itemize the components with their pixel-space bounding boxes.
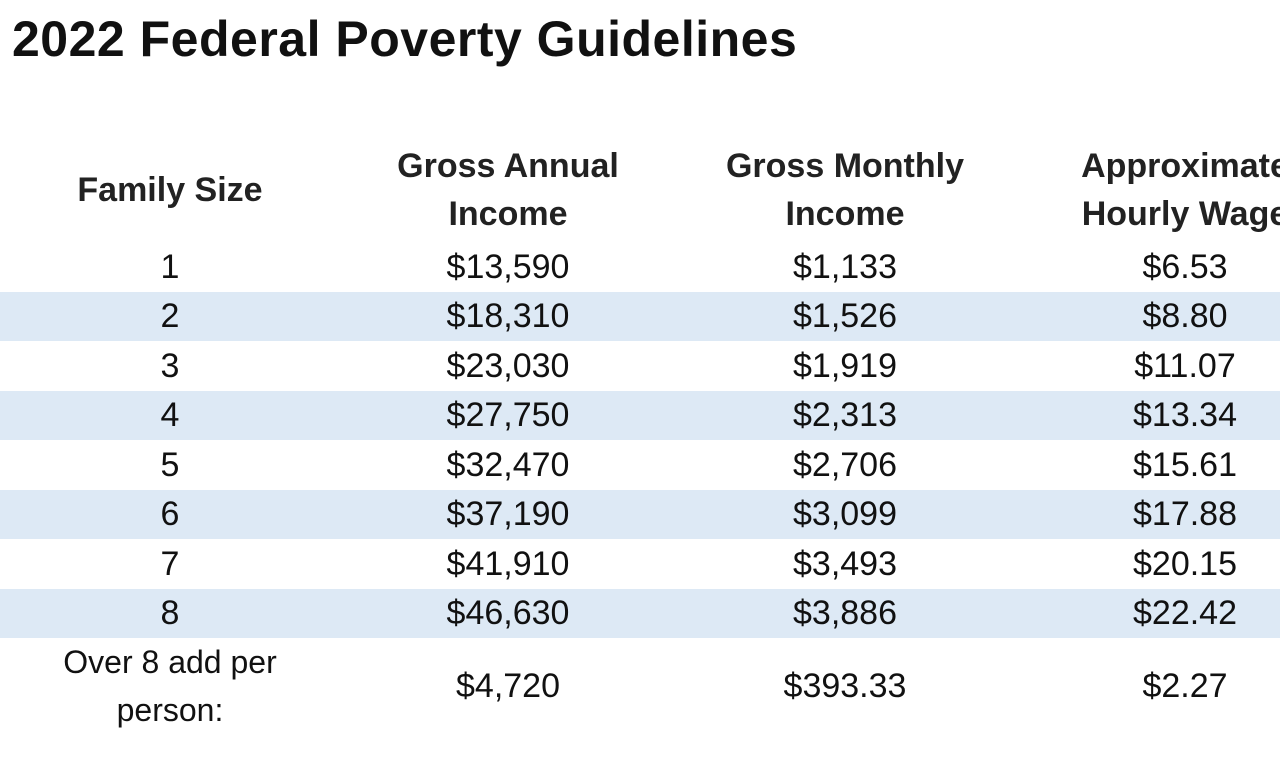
header-row: Family Size Gross Annual Income Gross Mont… [0,138,1280,242]
column-header-text: Approximate Hourly Wage [1081,147,1280,233]
cell-text: $3,493 [793,544,897,583]
table-row: 3 $23,030 $1,919 $11.07 [0,341,1280,391]
cell-text: $8.80 [1142,297,1228,336]
cell-text: 8 [160,594,180,633]
table-cell: 8 [0,588,340,638]
table-cell: $11.07 [1014,341,1280,391]
table-cell: $2,313 [676,390,1014,440]
table-cell: 5 [0,440,340,490]
table-cell: $8.80 [1014,291,1280,341]
table-cell: $15.61 [1014,440,1280,490]
table-cell: 6 [0,489,340,539]
cell-text: $41,910 [446,544,570,583]
table-row: 7 $41,910 $3,493 $20.15 [0,539,1280,589]
cell-text: $2,706 [793,445,897,484]
cell-text: $46,630 [446,594,570,633]
column-header-text: Family Size [77,171,263,209]
cell-text: $4,720 [456,667,560,705]
cell-text: $18,310 [446,297,570,336]
table-cell: $3,886 [676,588,1014,638]
cell-text: $1,133 [793,247,897,286]
cell-text: $1,526 [793,297,897,336]
cell-text: $13.34 [1133,396,1237,435]
table-cell: $2,706 [676,440,1014,490]
cell-text: $6.53 [1142,247,1228,286]
cell-text: $3,099 [793,495,897,534]
table-cell: $20.15 [1014,539,1280,589]
table-cell: $23,030 [340,341,676,391]
table-cell: $13,590 [340,242,676,292]
table-cell: $27,750 [340,390,676,440]
column-header: Approximate Hourly Wage [1014,138,1280,242]
table-cell: $32,470 [340,440,676,490]
cell-text: $3,886 [793,594,897,633]
table-cell: 7 [0,539,340,589]
cell-text: $2,313 [793,396,897,435]
table-cell: $17.88 [1014,489,1280,539]
cell-text: $37,190 [446,495,570,534]
cell-text: $13,590 [446,247,570,286]
table-row: 5 $32,470 $2,706 $15.61 [0,440,1280,490]
table-row: 2 $18,310 $1,526 $8.80 [0,291,1280,341]
table-cell: $6.53 [1014,242,1280,292]
table-row: 1 $13,590 $1,133 $6.53 [0,242,1280,292]
poverty-table: Family Size Gross Annual Income Gross Mont… [0,138,1280,734]
column-header: Family Size [0,138,340,242]
table-cell: $1,526 [676,291,1014,341]
cell-text: $20.15 [1133,544,1237,583]
table-cell: $22.42 [1014,588,1280,638]
table-cell: $2.27 [1014,638,1280,734]
cell-text: $11.07 [1134,346,1236,385]
title: 2022 Federal Poverty Guidelines [12,11,798,67]
cell-text: 4 [160,396,180,435]
cell-text: $32,470 [446,445,570,484]
table-cell: Over 8 add per person: [0,638,340,734]
table-cell: $41,910 [340,539,676,589]
cell-text: $2.27 [1142,667,1228,705]
table-row: Over 8 add per person: $4,720 $393.33 $2.27 [0,638,1280,734]
table-cell: $393.33 [676,638,1014,734]
table-row: 6 $37,190 $3,099 $17.88 [0,489,1280,539]
table-cell: 1 [0,242,340,292]
table-cell: 4 [0,390,340,440]
cell-text: $17.88 [1133,495,1237,534]
table-cell: $1,133 [676,242,1014,292]
cell-text: 5 [160,445,180,484]
column-header-text: Gross Monthly Income [725,147,965,233]
table-cell: $1,919 [676,341,1014,391]
table-cell: $4,720 [340,638,676,734]
column-header: Gross Monthly Income [676,138,1014,242]
cell-text: $15.61 [1133,445,1237,484]
cell-text: 6 [160,495,180,534]
table-cell: $13.34 [1014,390,1280,440]
table-cell: $3,099 [676,489,1014,539]
cell-text: 2 [160,297,180,336]
table-body: 1 $13,590 $1,133 $6.53 2 $18,310 $1,526 $8.80 3 $… [0,242,1280,734]
cell-text: $22.42 [1133,594,1237,633]
table-cell: $46,630 [340,588,676,638]
cell-text: Over 8 add per person: [63,644,277,728]
cell-text: $23,030 [446,346,570,385]
column-header-text: Gross Annual Income [397,147,619,233]
table-cell: $3,493 [676,539,1014,589]
cell-text: 1 [160,247,180,286]
column-header: Gross Annual Income [340,138,676,242]
cell-text: 3 [160,346,180,385]
cell-text: 7 [160,544,180,583]
table-row: 8 $46,630 $3,886 $22.42 [0,588,1280,638]
cell-text: $393.33 [783,667,907,705]
table-cell: 3 [0,341,340,391]
table-cell: 2 [0,291,340,341]
table-cell: $37,190 [340,489,676,539]
table-cell: $18,310 [340,291,676,341]
cell-text: $1,919 [793,346,897,385]
cell-text: $27,750 [446,396,570,435]
table-row: 4 $27,750 $2,313 $13.34 [0,390,1280,440]
